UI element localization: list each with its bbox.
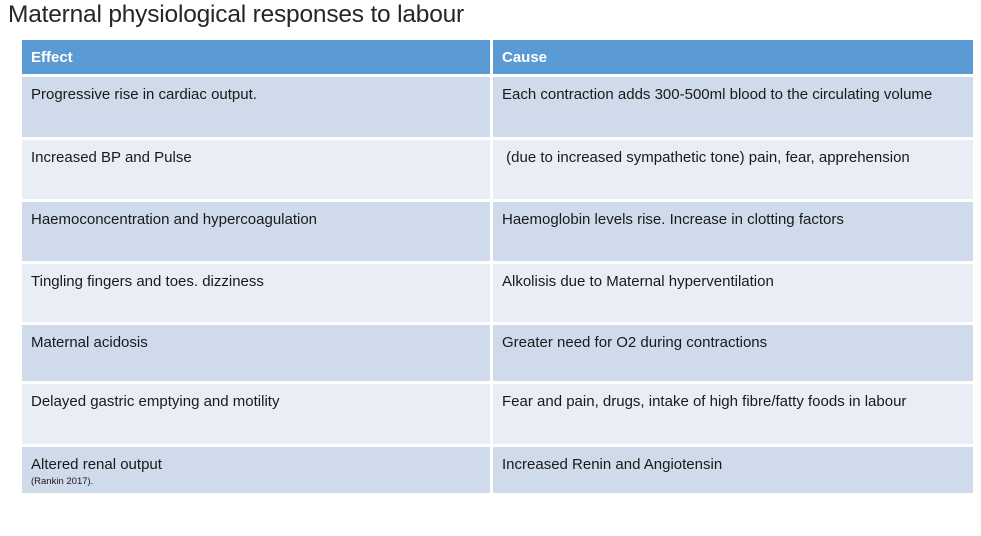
table-row: Haemoconcentration and hypercoagulation … (22, 202, 973, 261)
cause-text: Fear and pain, drugs, intake of high fib… (502, 393, 907, 410)
table-row: Altered renal output (Rankin 2017). Incr… (22, 447, 973, 494)
effect-cell: Delayed gastric emptying and motility (22, 384, 490, 444)
cause-text: Increased Renin and Angiotensin (502, 456, 723, 473)
table-row: Tingling fingers and toes. dizziness Alk… (22, 264, 973, 322)
column-header-label: Cause (502, 49, 548, 66)
column-header-effect: Effect (22, 40, 490, 74)
effect-cause-table: Effect Cause Progressive rise in cardiac… (22, 40, 973, 494)
cause-cell: Haemoglobin levels rise. Increase in clo… (493, 202, 973, 261)
cause-cell: Greater need for O2 during contractions (493, 325, 973, 381)
table-row: Maternal acidosis Greater need for O2 du… (22, 325, 973, 381)
cause-text: Haemoglobin levels rise. Increase in clo… (502, 211, 844, 228)
effect-text: Progressive rise in cardiac output. (31, 86, 257, 103)
effect-cell: Increased BP and Pulse (22, 140, 490, 199)
effect-text: Increased BP and Pulse (31, 149, 192, 166)
cause-text: Each contraction adds 300-500ml blood to… (502, 86, 933, 103)
effect-cell: Maternal acidosis (22, 325, 490, 381)
table-row: Progressive rise in cardiac output. Each… (22, 77, 973, 137)
cause-text: Alkolisis due to Maternal hyperventilati… (502, 273, 774, 290)
citation-note: (Rankin 2017). (31, 476, 94, 487)
cause-cell: Fear and pain, drugs, intake of high fib… (493, 384, 973, 444)
effect-cell: Altered renal output (Rankin 2017). (22, 447, 490, 494)
table-row: Increased BP and Pulse (due to increased… (22, 140, 973, 199)
cause-cell: Alkolisis due to Maternal hyperventilati… (493, 264, 973, 322)
cause-text: (due to increased sympathetic tone) pain… (502, 149, 910, 166)
table-header-row: Effect Cause (22, 40, 973, 74)
effect-text: Altered renal output (31, 456, 162, 473)
column-header-label: Effect (31, 49, 73, 66)
effect-cell: Haemoconcentration and hypercoagulation (22, 202, 490, 261)
cause-cell: Increased Renin and Angiotensin (493, 447, 973, 494)
effect-text: Maternal acidosis (31, 334, 148, 351)
cause-cell: Each contraction adds 300-500ml blood to… (493, 77, 973, 137)
table-row: Delayed gastric emptying and motility Fe… (22, 384, 973, 444)
effect-cell: Tingling fingers and toes. dizziness (22, 264, 490, 322)
cause-cell: (due to increased sympathetic tone) pain… (493, 140, 973, 199)
effect-text: Delayed gastric emptying and motility (31, 393, 280, 410)
effect-cell: Progressive rise in cardiac output. (22, 77, 490, 137)
effect-text: Haemoconcentration and hypercoagulation (31, 211, 318, 228)
column-header-cause: Cause (493, 40, 973, 74)
page-title: Maternal physiological responses to labo… (8, 1, 464, 28)
effect-text: Tingling fingers and toes. dizziness (31, 273, 264, 290)
cause-text: Greater need for O2 during contractions (502, 334, 768, 351)
